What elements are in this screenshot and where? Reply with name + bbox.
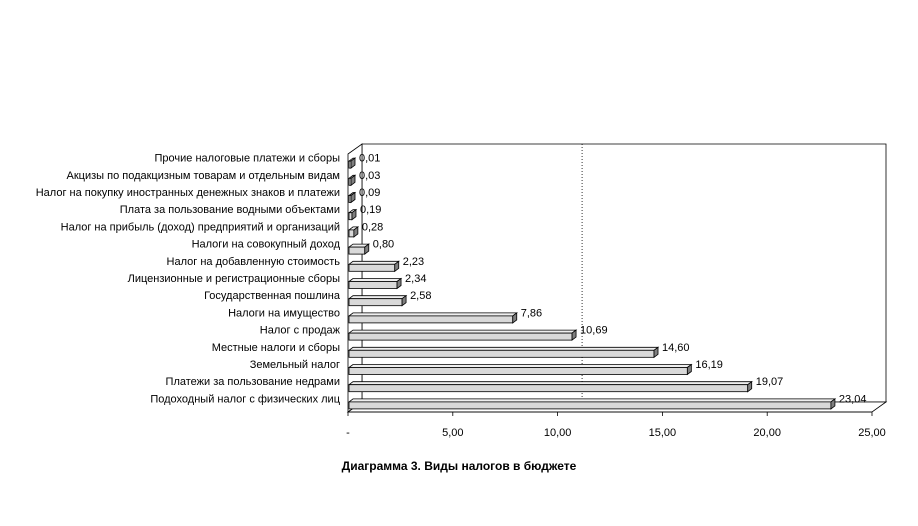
bar-top-face xyxy=(347,260,400,265)
bar xyxy=(348,298,403,307)
category-label: Налог на добавленную стоимость xyxy=(167,256,341,268)
category-label: Налог на покупку иностранных денежных зн… xyxy=(36,187,340,199)
bar-end-face xyxy=(401,294,407,307)
value-label: 0,80 xyxy=(373,239,394,251)
bar xyxy=(348,401,832,410)
category-label: Местные налоги и сборы xyxy=(212,342,340,354)
bar-end-face xyxy=(830,398,836,410)
value-label: 0,09 xyxy=(359,187,380,199)
bar-top-face xyxy=(347,364,693,368)
bar-end-face xyxy=(747,380,753,393)
bar-top-face xyxy=(347,381,753,386)
value-label: 10,69 xyxy=(580,325,608,337)
value-label: 0,28 xyxy=(362,221,383,233)
bar xyxy=(348,246,366,255)
value-label: 14,60 xyxy=(662,342,690,354)
value-label: 0,03 xyxy=(359,170,380,182)
bar xyxy=(348,384,749,393)
bar-end-face xyxy=(512,312,518,324)
bar-end-face xyxy=(350,174,356,187)
bar-top-face xyxy=(347,295,408,300)
bar-end-face xyxy=(571,329,577,341)
value-label: 16,19 xyxy=(695,359,723,371)
bar-end-face xyxy=(396,277,402,290)
bar xyxy=(348,315,514,324)
value-label: 2,34 xyxy=(405,273,426,285)
bar xyxy=(348,281,398,289)
chart-title: Диаграмма 3. Виды налогов в бюджете xyxy=(341,459,577,473)
category-label: Налоги на имущество xyxy=(228,307,340,319)
value-label: 2,58 xyxy=(410,290,431,302)
bar-end-face xyxy=(351,208,357,221)
bar-end-face xyxy=(353,226,359,238)
bar xyxy=(348,332,573,341)
category-label: Акцизы по подакцизным товарам и отдельны… xyxy=(67,170,340,182)
value-label: 19,07 xyxy=(756,376,784,388)
x-tick-label: 20,00 xyxy=(753,427,781,439)
bar xyxy=(348,212,353,221)
bar-end-face xyxy=(686,363,692,376)
x-tick-label: 10,00 xyxy=(544,427,572,439)
category-label: Платежи за пользование недрами xyxy=(166,376,340,388)
plot-back-wall xyxy=(361,143,887,403)
bar-end-face xyxy=(364,243,370,255)
value-label: 7,86 xyxy=(521,307,542,319)
category-label: Налог с продаж xyxy=(260,325,341,337)
bar-top-face xyxy=(347,278,403,282)
value-label: 0,01 xyxy=(359,153,380,165)
bar-top-face xyxy=(347,398,837,403)
category-label: Лицензионные и регистрационные сборы xyxy=(128,273,340,285)
value-label: 23,04 xyxy=(839,393,867,405)
value-label: 0,19 xyxy=(360,204,381,216)
bar xyxy=(348,263,396,272)
bar-top-face xyxy=(347,346,660,351)
category-label: Государственная пошлина xyxy=(204,290,341,302)
bar-top-face xyxy=(347,329,578,334)
category-label: Прочие налоговые платежи и сборы xyxy=(155,153,341,165)
bar-end-face xyxy=(394,260,400,273)
bar xyxy=(348,367,688,375)
bar-top-face xyxy=(347,312,518,317)
category-label: Налог на прибыль (доход) предприятий и о… xyxy=(61,221,340,233)
bar-end-face xyxy=(350,191,356,204)
x-tick-label: 25,00 xyxy=(858,427,886,439)
bar xyxy=(348,229,355,238)
value-label: 2,23 xyxy=(403,256,424,268)
x-tick-label: - xyxy=(346,427,350,439)
category-label: Налоги на совокупный доход xyxy=(192,239,341,251)
x-tick-label: 5,00 xyxy=(442,427,463,439)
category-label: Земельный налог xyxy=(250,359,340,371)
category-label: Плата за пользование водными объектами xyxy=(120,204,340,216)
x-tick-label: 15,00 xyxy=(649,427,677,439)
bar xyxy=(348,349,655,358)
category-label: Подоходный налог с физических лиц xyxy=(150,393,340,405)
bar-end-face xyxy=(350,157,356,169)
bar-end-face xyxy=(653,346,659,359)
